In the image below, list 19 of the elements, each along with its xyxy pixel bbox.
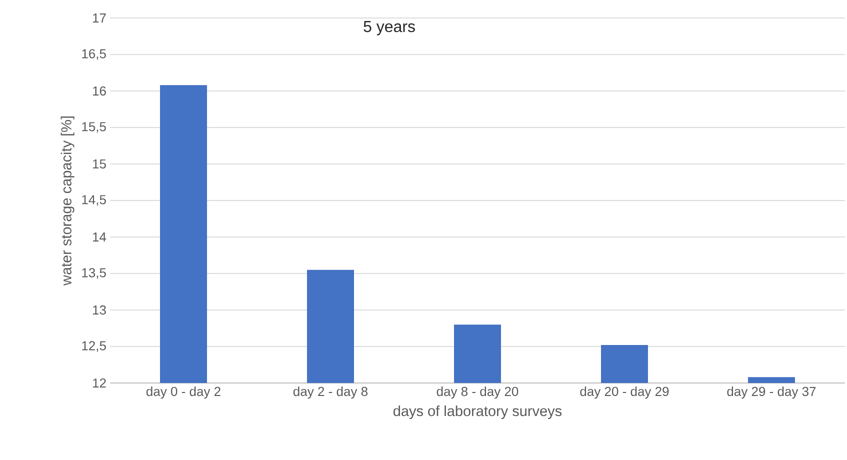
x-tick-label: day 8 - day 20 xyxy=(436,386,518,399)
y-tick-label: 12,5 xyxy=(82,341,106,352)
x-tick-label: day 0 - day 2 xyxy=(146,386,220,399)
y-tick-label: 15 xyxy=(93,159,106,169)
y-tick-label: 14,5 xyxy=(82,195,106,206)
y-tick-label: 12 xyxy=(93,378,106,388)
y-axis-title: water storage capacity [%] xyxy=(60,116,74,286)
y-tick-label: 16 xyxy=(93,86,106,96)
x-axis-title: days of laboratory surveys xyxy=(393,406,562,420)
y-tick-label: 15,5 xyxy=(82,122,106,133)
x-tick-label: day 29 - day 37 xyxy=(727,386,816,399)
y-tick-label: 17 xyxy=(93,14,106,22)
x-tick-label: day 2 - day 8 xyxy=(293,386,368,399)
chart-title: 5 years xyxy=(364,21,415,36)
y-tick-label: 16,5 xyxy=(82,49,106,60)
y-tick-label: 14 xyxy=(93,232,106,242)
y-tick-label: 13,5 xyxy=(82,268,106,279)
x-tick-label: day 20 - day 29 xyxy=(580,386,669,399)
y-tick-label: 13 xyxy=(93,305,106,315)
